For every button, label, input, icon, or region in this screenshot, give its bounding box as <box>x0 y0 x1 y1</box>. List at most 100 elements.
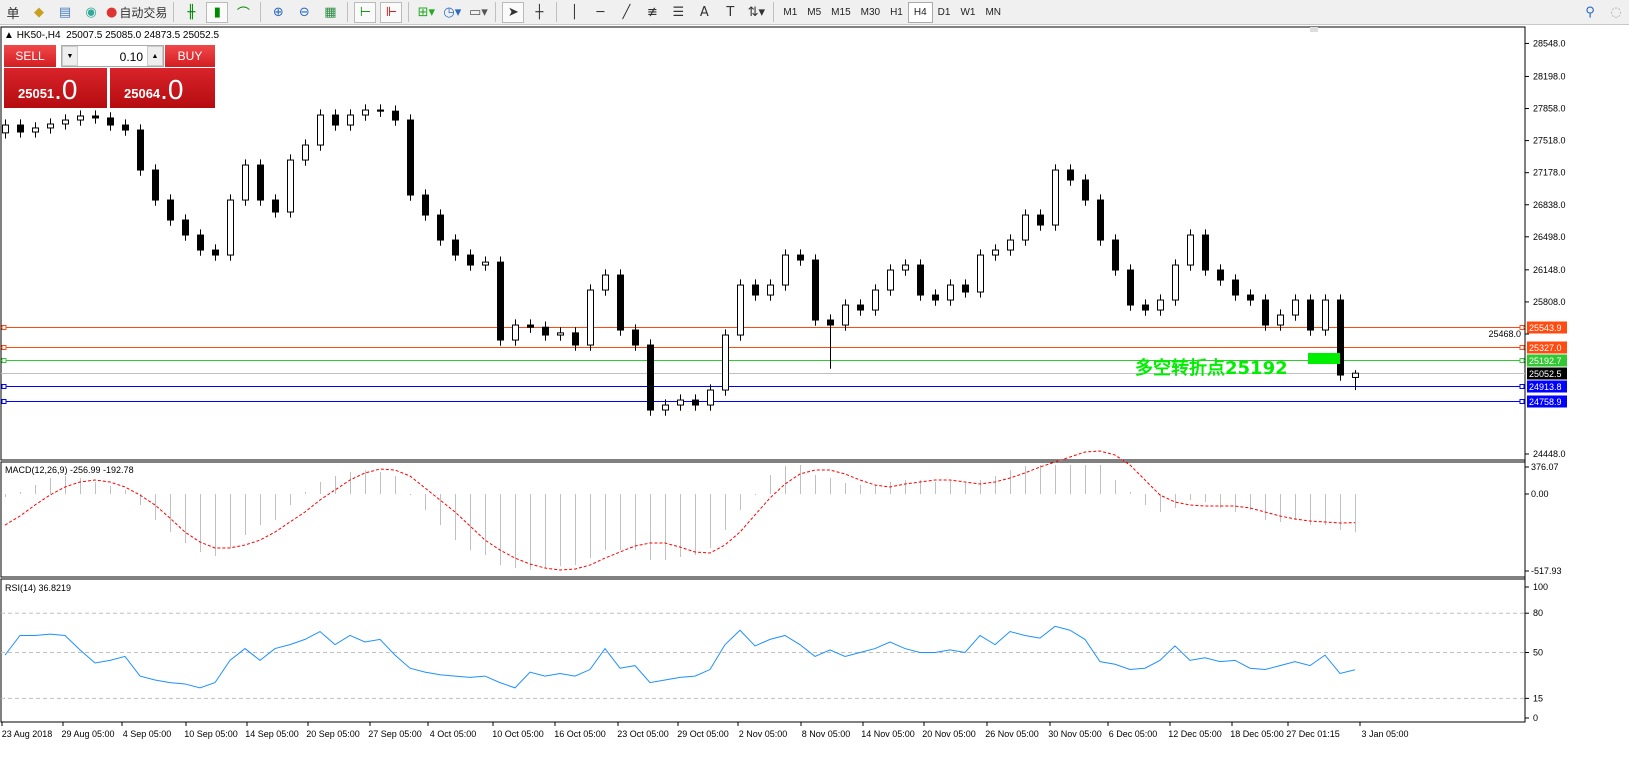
bull-candle <box>887 269 894 291</box>
bull-candle <box>287 159 294 213</box>
buy-price-button[interactable]: 25064.0 <box>110 68 215 108</box>
timeframe-m5[interactable]: M5 <box>807 6 822 18</box>
chart-shift-icon[interactable]: ⊢ <box>354 1 377 23</box>
bear-candle <box>152 169 159 201</box>
trendline-icon[interactable]: ╱ <box>622 4 631 20</box>
bear-candle <box>422 194 429 216</box>
line-handle-right <box>1519 345 1525 350</box>
sell-price-button[interactable]: 25051.0 <box>4 68 107 108</box>
search-icon[interactable]: ⚲ <box>1585 4 1595 20</box>
bull-candle <box>557 332 564 336</box>
chat-icon[interactable]: ◌ <box>1610 4 1622 20</box>
bull-candle <box>1277 314 1284 326</box>
sell-button[interactable]: SELL <box>4 45 56 68</box>
time-tick-label: 26 Nov 05:00 <box>985 729 1039 739</box>
bull-candle <box>587 289 594 346</box>
price-tick-label: 27518.0 <box>1533 136 1566 146</box>
zoom-out-icon[interactable]: ⊖ <box>298 4 310 20</box>
cursor-icon[interactable]: ➤ <box>502 1 525 23</box>
macd-tick-label: -517.93 <box>1531 566 1562 576</box>
separator <box>173 2 175 22</box>
rsi-title: RSI(14) 36.8219 <box>5 583 71 593</box>
horizontal-line-icon[interactable]: ─ <box>596 4 605 20</box>
autoscroll-icon[interactable]: ⊩ <box>380 1 403 23</box>
time-tick-label: 4 Oct 05:00 <box>430 729 477 739</box>
time-tick-label: 2 Nov 05:00 <box>739 729 788 739</box>
templates-icon[interactable]: ▭▾ <box>468 4 488 20</box>
candlestick-icon[interactable]: ▮ <box>206 1 229 23</box>
auto-trade-button[interactable]: ● 自动交易 <box>106 2 167 23</box>
price-tick-label: 28548.0 <box>1533 38 1566 48</box>
timeframe-d1[interactable]: D1 <box>937 6 951 18</box>
symbol-label: HK50-,H4 <box>16 30 61 41</box>
bear-candle <box>167 199 174 221</box>
lot-stepper[interactable]: ▼ 0.10 ▲ <box>61 45 164 67</box>
bar-chart-icon[interactable]: ╫ <box>187 4 196 20</box>
crosshair-icon[interactable]: ┼ <box>535 4 544 20</box>
vertical-line-icon[interactable]: │ <box>570 4 579 20</box>
timeframe-h4[interactable]: H4 <box>907 1 933 23</box>
bear-candle <box>377 109 384 112</box>
timeframe-h1[interactable]: H1 <box>890 6 903 18</box>
bull-candle <box>302 144 309 161</box>
time-tick-label: 3 Jan 05:00 <box>1361 729 1408 739</box>
separator <box>495 2 497 22</box>
text-label-icon[interactable]: T <box>726 4 735 20</box>
time-tick-label: 27 Sep 05:00 <box>368 729 422 739</box>
timeframe-m30[interactable]: M30 <box>860 6 881 18</box>
timeframe-mn[interactable]: MN <box>985 6 1002 18</box>
timeframe-w1[interactable]: W1 <box>960 6 976 18</box>
line-handle-left <box>1 345 7 350</box>
price-line-label: 24758.9 <box>1529 397 1562 407</box>
price-tick-label: 26838.0 <box>1533 200 1566 210</box>
periods-icon[interactable]: ◷▾ <box>443 4 462 20</box>
bear-candle <box>452 239 459 256</box>
lot-input[interactable]: 0.10 <box>119 50 143 64</box>
pivot-marker <box>1308 353 1340 364</box>
fibo-fan-icon[interactable]: ☰ <box>672 4 685 20</box>
lot-increase-button[interactable]: ▲ <box>147 46 163 66</box>
signal-icon[interactable]: ◉ <box>85 4 97 20</box>
rsi-line <box>4 625 1356 689</box>
timeframe-m15[interactable]: M15 <box>831 6 851 18</box>
zoom-in-icon[interactable]: ⊕ <box>272 4 284 20</box>
timeframe-m1[interactable]: M1 <box>783 6 798 18</box>
bull-candle <box>1172 264 1179 301</box>
profile-icon[interactable]: ▤ <box>58 4 72 20</box>
bull-candle <box>1157 299 1164 311</box>
auto-trade-label: 自动交易 <box>119 5 168 20</box>
fibonacci-icon[interactable]: ≢ <box>646 4 658 20</box>
sell-price-fraction: .0 <box>54 74 78 105</box>
lot-decrease-button[interactable]: ▼ <box>62 46 78 66</box>
indicators-icon[interactable]: ⊞▾ <box>417 4 436 20</box>
bear-candle <box>752 284 759 296</box>
text-icon[interactable]: A <box>699 4 709 20</box>
bull-candle <box>1292 299 1299 316</box>
time-tick-label: 12 Dec 05:00 <box>1168 729 1222 739</box>
price-tick-label: 26148.0 <box>1533 265 1566 275</box>
line-handle-right <box>1519 358 1525 363</box>
bear-candle <box>962 284 969 293</box>
price-line-tag <box>1527 367 1567 380</box>
folder-icon[interactable]: ◆ <box>34 4 44 20</box>
bear-candle <box>542 326 549 336</box>
bear-candle <box>137 129 144 171</box>
bear-candle <box>257 164 264 201</box>
bear-candle <box>107 117 114 126</box>
bull-candle <box>77 115 84 121</box>
separator <box>347 2 349 22</box>
line-chart-icon[interactable]: ⌒ <box>236 6 250 22</box>
line-handle-left <box>1 325 7 330</box>
bear-candle <box>932 294 939 301</box>
bear-candle <box>407 119 414 196</box>
buy-button[interactable]: BUY <box>165 45 215 68</box>
bear-candle <box>92 115 99 119</box>
time-tick-label: 10 Oct 05:00 <box>492 729 544 739</box>
price-tick-label: 27178.0 <box>1533 168 1566 178</box>
bull-candle <box>707 389 714 406</box>
bull-candle <box>902 264 909 271</box>
new-order-label[interactable]: 单 <box>6 6 20 22</box>
tile-windows-icon[interactable]: ▦ <box>324 4 337 20</box>
arrows-icon[interactable]: ⇅▾ <box>747 4 766 20</box>
